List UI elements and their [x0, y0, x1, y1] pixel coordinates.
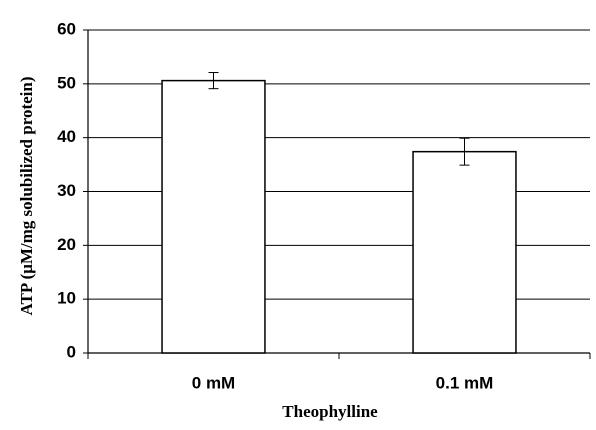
- y-tick-label: 40: [57, 127, 76, 146]
- y-tick-label: 10: [57, 289, 76, 308]
- y-axis-label: ATP (μM/mg solubilized protein): [17, 77, 36, 316]
- bar: [161, 79, 266, 354]
- y-tick-label: 0: [67, 342, 76, 361]
- bar: [412, 150, 517, 354]
- y-tick-label: 20: [57, 235, 76, 254]
- y-tick-label: 30: [57, 181, 76, 200]
- x-tick-label: 0.1 mM: [436, 373, 494, 392]
- x-tick-label: 0 mM: [192, 373, 235, 392]
- y-tick-label: 60: [57, 19, 76, 38]
- x-axis-label: Theophylline: [282, 402, 378, 421]
- y-tick-label: 50: [57, 73, 76, 92]
